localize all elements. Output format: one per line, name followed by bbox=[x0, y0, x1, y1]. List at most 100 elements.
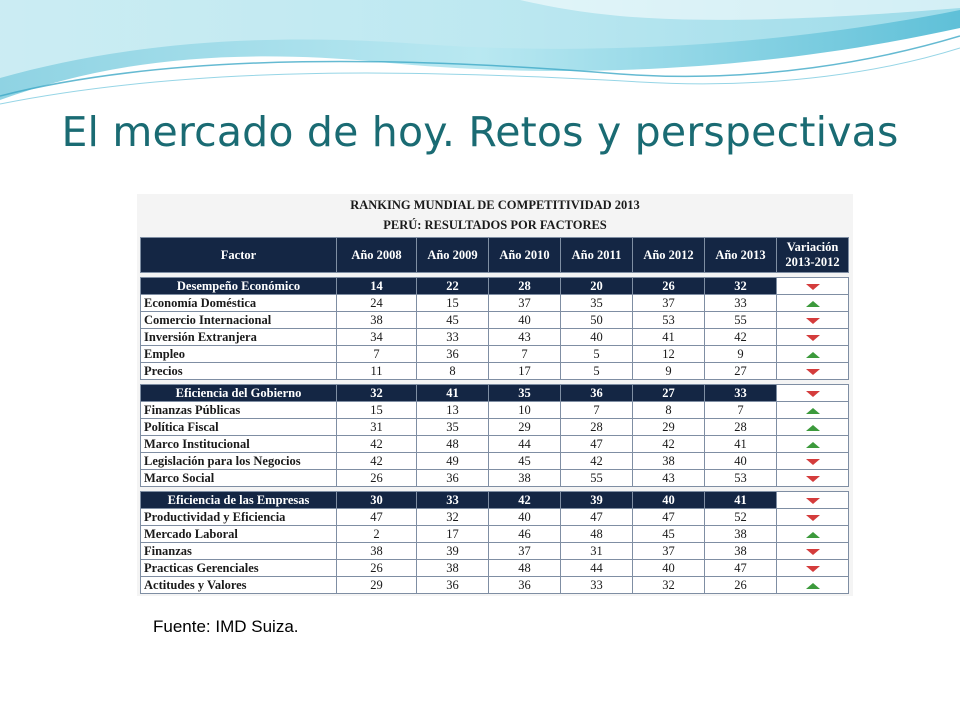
variation-cell bbox=[776, 311, 849, 329]
factor-value: 29 bbox=[632, 418, 705, 436]
factor-value: 34 bbox=[336, 328, 417, 346]
header-year: Año 2008 bbox=[336, 237, 417, 273]
factor-value: 47 bbox=[560, 508, 633, 526]
factor-value: 35 bbox=[560, 294, 633, 312]
factor-value: 38 bbox=[416, 559, 489, 577]
variation-cell bbox=[776, 345, 849, 363]
triangle-down-icon bbox=[805, 318, 820, 325]
factor-name: Inversión Extranjera bbox=[140, 328, 337, 346]
variation-cell bbox=[776, 559, 849, 577]
table-subtitle: PERÚ: RESULTADOS POR FACTORES bbox=[383, 218, 607, 232]
factor-value: 8 bbox=[416, 362, 489, 380]
factor-value: 45 bbox=[488, 452, 561, 470]
spacer-cell bbox=[140, 272, 849, 278]
factor-name: Marco Social bbox=[140, 469, 337, 487]
group-value: 32 bbox=[336, 384, 417, 402]
factor-name: Política Fiscal bbox=[140, 418, 337, 436]
factor-value: 50 bbox=[560, 311, 633, 329]
factor-value: 36 bbox=[416, 469, 489, 487]
factor-value: 45 bbox=[632, 525, 705, 543]
factor-name: Empleo bbox=[140, 345, 337, 363]
factor-value: 33 bbox=[560, 576, 633, 594]
triangle-up-icon bbox=[805, 425, 820, 432]
factor-value: 5 bbox=[560, 345, 633, 363]
table-row: Precios 11 8 17 5 9 27 bbox=[140, 362, 849, 380]
variation-cell bbox=[776, 508, 849, 526]
triangle-down-icon bbox=[805, 515, 820, 522]
factor-value: 15 bbox=[336, 401, 417, 419]
table-row: Legislación para los Negocios 42 49 45 42 38 4… bbox=[140, 452, 849, 470]
group-spacer bbox=[140, 272, 849, 278]
table-row: Empleo 7 36 7 5 12 9 bbox=[140, 345, 849, 363]
header-variation-label: Variación 2013-2012 bbox=[785, 240, 840, 269]
table-row: Practicas Gerenciales 26 38 48 44 40 47 bbox=[140, 559, 849, 577]
triangle-up-icon bbox=[805, 352, 820, 359]
factor-value: 40 bbox=[488, 311, 561, 329]
variation-cell bbox=[776, 469, 849, 487]
factor-value: 42 bbox=[336, 435, 417, 453]
group-name: Eficiencia de las Empresas bbox=[140, 491, 337, 509]
factor-value: 45 bbox=[416, 311, 489, 329]
factor-value: 53 bbox=[704, 469, 777, 487]
factor-value: 43 bbox=[488, 328, 561, 346]
factor-value: 5 bbox=[560, 362, 633, 380]
factor-value: 55 bbox=[560, 469, 633, 487]
group-value: 39 bbox=[560, 491, 633, 509]
factor-value: 47 bbox=[336, 508, 417, 526]
factor-name: Actitudes y Valores bbox=[140, 576, 337, 594]
group-spacer bbox=[140, 379, 849, 385]
factor-value: 32 bbox=[632, 576, 705, 594]
factor-value: 9 bbox=[632, 362, 705, 380]
factor-value: 43 bbox=[632, 469, 705, 487]
factor-name: Legislación para los Negocios bbox=[140, 452, 337, 470]
group-value: 40 bbox=[632, 491, 705, 509]
group-name: Eficiencia del Gobierno bbox=[140, 384, 337, 402]
factor-value: 38 bbox=[704, 525, 777, 543]
group-value: 33 bbox=[704, 384, 777, 402]
factor-value: 46 bbox=[488, 525, 561, 543]
triangle-down-icon bbox=[805, 369, 820, 376]
factor-value: 7 bbox=[704, 401, 777, 419]
group-value: 27 bbox=[632, 384, 705, 402]
header-variation: Variación 2013-2012 bbox=[776, 237, 849, 273]
header-factor: Factor bbox=[140, 237, 337, 273]
factor-name: Finanzas bbox=[140, 542, 337, 560]
slide-title: El mercado de hoy. Retos y perspectivas bbox=[61, 108, 899, 156]
factor-value: 35 bbox=[416, 418, 489, 436]
factor-name: Productividad y Eficiencia bbox=[140, 508, 337, 526]
factor-value: 40 bbox=[632, 559, 705, 577]
factor-value: 48 bbox=[560, 525, 633, 543]
variation-cell bbox=[776, 576, 849, 594]
factor-value: 36 bbox=[416, 576, 489, 594]
table-row: Finanzas 38 39 37 31 37 38 bbox=[140, 542, 849, 560]
variation-cell bbox=[776, 435, 849, 453]
factor-value: 40 bbox=[560, 328, 633, 346]
triangle-down-icon bbox=[805, 498, 820, 505]
triangle-down-icon bbox=[805, 391, 820, 398]
table-row: Actitudes y Valores 29 36 36 33 32 26 bbox=[140, 576, 849, 594]
factor-value: 55 bbox=[704, 311, 777, 329]
variation-cell bbox=[776, 277, 849, 295]
factor-value: 37 bbox=[488, 294, 561, 312]
factor-value: 49 bbox=[416, 452, 489, 470]
group-value: 14 bbox=[336, 277, 417, 295]
group-value: 32 bbox=[704, 277, 777, 295]
triangle-down-icon bbox=[805, 549, 820, 556]
variation-cell bbox=[776, 452, 849, 470]
factor-value: 13 bbox=[416, 401, 489, 419]
triangle-up-icon bbox=[805, 583, 820, 590]
factor-value: 36 bbox=[416, 345, 489, 363]
factor-value: 7 bbox=[560, 401, 633, 419]
triangle-up-icon bbox=[805, 532, 820, 539]
factor-value: 38 bbox=[336, 311, 417, 329]
factor-name: Comercio Internacional bbox=[140, 311, 337, 329]
group-value: 22 bbox=[416, 277, 489, 295]
group-spacer bbox=[140, 486, 849, 492]
factor-value: 42 bbox=[336, 452, 417, 470]
factor-value: 38 bbox=[336, 542, 417, 560]
factor-value: 47 bbox=[560, 435, 633, 453]
variation-cell bbox=[776, 525, 849, 543]
table-body: Desempeño Económico 14 22 28 20 26 32 Economía … bbox=[140, 272, 849, 594]
factor-value: 44 bbox=[560, 559, 633, 577]
factor-value: 48 bbox=[488, 559, 561, 577]
